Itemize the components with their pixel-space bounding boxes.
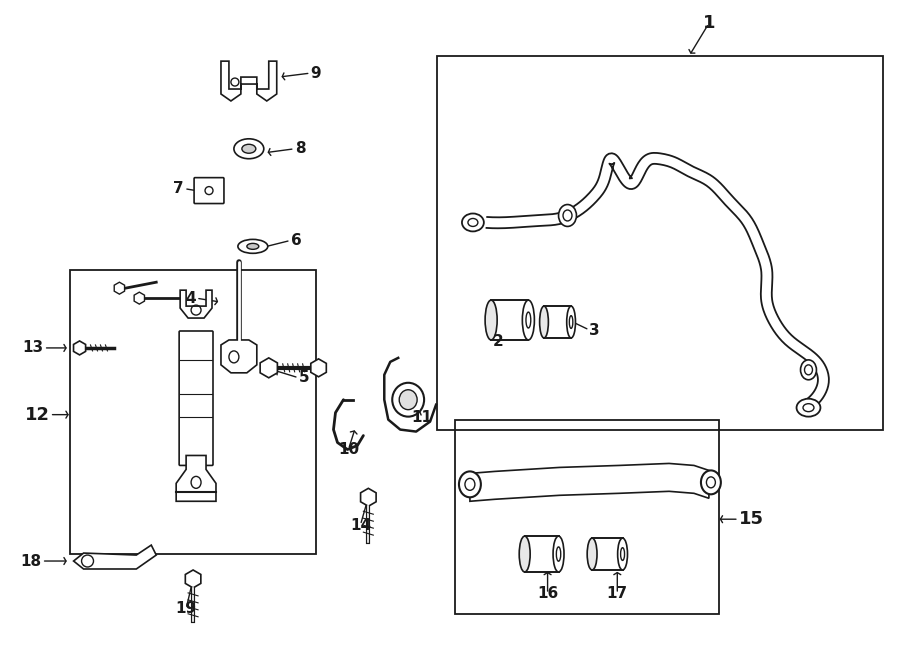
Text: 9: 9 bbox=[310, 65, 321, 81]
Bar bbox=[525, 536, 559, 572]
Ellipse shape bbox=[459, 471, 481, 497]
Ellipse shape bbox=[234, 139, 264, 159]
Text: 8: 8 bbox=[294, 141, 305, 156]
Ellipse shape bbox=[519, 536, 530, 572]
Text: 17: 17 bbox=[607, 586, 628, 602]
Text: 14: 14 bbox=[350, 518, 371, 533]
Bar bbox=[69, 270, 316, 554]
Ellipse shape bbox=[400, 390, 417, 410]
Ellipse shape bbox=[485, 300, 497, 340]
FancyBboxPatch shape bbox=[179, 331, 213, 465]
FancyBboxPatch shape bbox=[194, 178, 224, 204]
Polygon shape bbox=[487, 153, 829, 409]
Ellipse shape bbox=[540, 306, 548, 338]
Bar bbox=[437, 56, 883, 430]
Ellipse shape bbox=[242, 144, 256, 153]
Ellipse shape bbox=[617, 538, 627, 570]
Text: 7: 7 bbox=[174, 181, 184, 196]
Polygon shape bbox=[180, 290, 212, 318]
Text: 11: 11 bbox=[411, 410, 433, 425]
Text: 1: 1 bbox=[703, 15, 716, 32]
Polygon shape bbox=[74, 545, 157, 569]
Text: 15: 15 bbox=[739, 510, 764, 528]
Text: 13: 13 bbox=[22, 340, 44, 356]
Polygon shape bbox=[221, 61, 276, 101]
Polygon shape bbox=[221, 340, 256, 373]
Bar bbox=[455, 420, 719, 614]
Text: 5: 5 bbox=[299, 370, 310, 385]
Bar bbox=[491, 300, 528, 340]
Ellipse shape bbox=[800, 360, 816, 380]
Polygon shape bbox=[176, 455, 216, 501]
Text: 19: 19 bbox=[176, 602, 197, 616]
Text: 2: 2 bbox=[492, 334, 503, 350]
Ellipse shape bbox=[701, 471, 721, 494]
Ellipse shape bbox=[559, 204, 577, 227]
Ellipse shape bbox=[796, 399, 821, 416]
Bar bbox=[592, 538, 623, 570]
Ellipse shape bbox=[522, 300, 535, 340]
Ellipse shape bbox=[462, 214, 484, 231]
Text: 16: 16 bbox=[537, 586, 558, 602]
Text: 12: 12 bbox=[24, 406, 50, 424]
Ellipse shape bbox=[238, 239, 268, 253]
Ellipse shape bbox=[567, 306, 575, 338]
Ellipse shape bbox=[554, 536, 564, 572]
Polygon shape bbox=[470, 463, 709, 501]
Text: 10: 10 bbox=[338, 442, 359, 457]
Ellipse shape bbox=[587, 538, 597, 570]
Text: 18: 18 bbox=[21, 553, 41, 568]
Ellipse shape bbox=[392, 383, 424, 416]
Bar bbox=[544, 306, 572, 338]
Ellipse shape bbox=[247, 243, 259, 249]
Text: 4: 4 bbox=[185, 291, 196, 305]
Text: 6: 6 bbox=[291, 233, 302, 248]
Text: 3: 3 bbox=[590, 323, 600, 338]
